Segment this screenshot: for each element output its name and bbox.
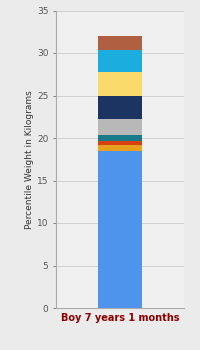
Bar [98, 151, 142, 308]
Bar [98, 119, 142, 135]
Bar [98, 72, 142, 96]
Bar [98, 36, 142, 50]
Bar [98, 135, 142, 141]
Bar [98, 50, 142, 72]
Bar [98, 145, 142, 151]
Y-axis label: Percentile Weight in Kilograms: Percentile Weight in Kilograms [25, 90, 34, 229]
Bar [98, 141, 142, 145]
Bar [98, 96, 142, 119]
